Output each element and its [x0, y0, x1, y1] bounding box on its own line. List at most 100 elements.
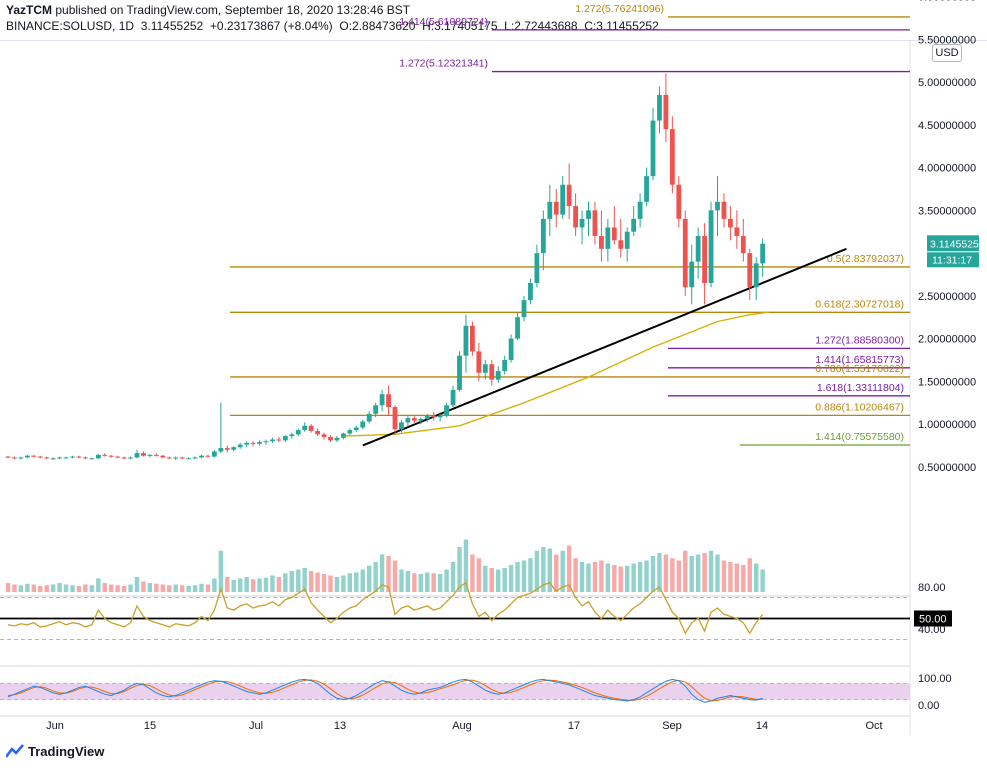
candle-body [128, 457, 133, 459]
candle-body [224, 448, 230, 450]
candle-body [160, 455, 166, 458]
volume-bar [721, 560, 727, 592]
candle-body [334, 437, 340, 441]
candle-body [695, 236, 701, 262]
volume-bar [405, 571, 411, 592]
fib-level-label: 1.272(5.12321341) [399, 58, 488, 70]
high-value: 3.17405175 [434, 19, 498, 33]
currency-button[interactable]: USD [932, 44, 962, 62]
volume-bar [644, 560, 649, 592]
time-tick-label: 14 [756, 720, 768, 732]
candle-body [302, 425, 308, 431]
candle-body [740, 236, 746, 254]
fib-level-label: 0.5(2.83792037) [827, 253, 904, 265]
candle-body [669, 129, 675, 185]
volume-bar [418, 574, 423, 592]
volume-bar [270, 575, 275, 592]
volume-bar [225, 577, 230, 592]
fib-level-label: 1.414(5.61089724) [399, 16, 488, 28]
candle-body [121, 457, 127, 459]
volume-bar [115, 585, 120, 592]
volume-bar [244, 577, 249, 592]
candle-body [153, 454, 159, 456]
candle-body [360, 421, 366, 428]
candle-body [173, 457, 179, 459]
volume-bar [289, 571, 294, 592]
top-border [0, 40, 987, 41]
volume-bar [695, 554, 701, 592]
volume-bar [702, 553, 707, 592]
candle-body [631, 218, 637, 232]
time-tick-label: Aug [452, 720, 472, 732]
volume-bar [444, 569, 449, 592]
candle-body [463, 325, 469, 356]
candle-body [147, 454, 153, 456]
fib-level-label: 1.618(1.33111804) [817, 382, 904, 394]
volume-bar [760, 569, 765, 592]
candle-body [399, 422, 404, 430]
candle-body [728, 218, 733, 228]
volume-bar [321, 574, 327, 592]
candle-body [708, 210, 714, 284]
volume-bar [167, 585, 172, 592]
candle-body [76, 456, 82, 458]
volume-bar [573, 558, 578, 592]
volume-bar [12, 584, 17, 592]
time-tick-label: 13 [334, 720, 346, 732]
volume-bar [373, 562, 378, 592]
volume-bar [18, 585, 24, 592]
candle-body [573, 206, 578, 228]
candle-body [457, 355, 462, 390]
volume-bar [250, 579, 256, 592]
candle-body [257, 442, 262, 444]
open-value: 2.88473620 [352, 19, 416, 33]
volume-bar [128, 584, 133, 592]
volume-bar [134, 577, 140, 592]
price-tick-label: 6.00000000 [918, 0, 976, 4]
volume-bar [521, 560, 527, 592]
price-tick-label: 0.50000000 [918, 462, 976, 474]
volume-bar [754, 563, 759, 592]
volume-bar [334, 577, 340, 592]
candle-body [37, 456, 43, 458]
volume-bar [437, 574, 443, 592]
fib-level-label: 0.786(1.55176822) [815, 363, 904, 375]
publisher-name: YazTCM [6, 3, 53, 17]
candle-body [282, 436, 288, 441]
candle-body [476, 351, 482, 373]
candle-body [747, 253, 753, 288]
candle-body [702, 236, 707, 284]
volume-bar [676, 560, 681, 592]
tradingview-brand: TradingView [6, 744, 104, 759]
candle-body [199, 455, 204, 458]
rsi-value-badge-text: 50.00 [919, 614, 947, 626]
candle-body [276, 439, 282, 441]
candle-body [534, 253, 540, 284]
candle-body [50, 458, 56, 460]
price-tick-label: 1.50000000 [918, 376, 976, 388]
candle-body [508, 338, 514, 360]
candle-body [379, 394, 385, 406]
candle-body [212, 451, 217, 457]
fib-level-label: 1.414(0.75575580) [815, 431, 904, 443]
candle-body [31, 455, 37, 457]
time-tick-label: 17 [568, 720, 580, 732]
volume-bar [496, 569, 501, 592]
price-tick-label: 5.00000000 [918, 77, 976, 89]
candle-body [70, 456, 75, 458]
candle-body [444, 405, 449, 416]
volume-bar [637, 562, 643, 592]
volume-bar [502, 568, 507, 592]
volume-bar [670, 558, 675, 592]
volume-bar [308, 571, 314, 592]
time-tick-label: Jul [249, 720, 263, 732]
volume-bar [360, 569, 365, 592]
candle-body [450, 389, 456, 406]
candle-body [424, 415, 430, 419]
volume-bar [592, 562, 598, 592]
candle-body [321, 434, 327, 437]
candle-body [489, 364, 495, 380]
candle-body [289, 434, 295, 437]
volume-bar [547, 548, 552, 592]
